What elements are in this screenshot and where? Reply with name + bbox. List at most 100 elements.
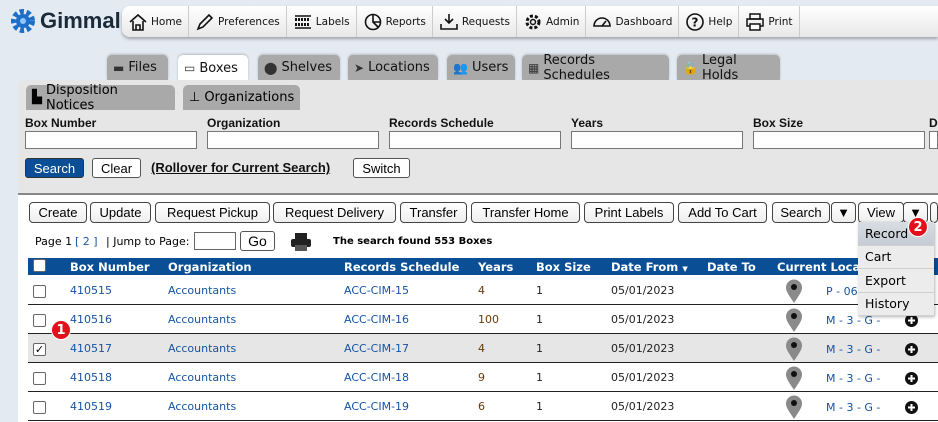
box-number-link[interactable]: 410516 (70, 313, 112, 326)
row-checkbox[interactable] (33, 314, 46, 327)
nav-admin[interactable]: Admin (517, 6, 587, 37)
request-delivery-button[interactable]: Request Delivery (273, 202, 396, 223)
subtab-organizations[interactable]: ⊥ Organizations (183, 85, 300, 110)
plus-circle-icon[interactable] (905, 372, 918, 385)
jump-page-input[interactable] (194, 232, 236, 250)
view-menu-cart[interactable]: Cart (858, 246, 934, 269)
rollover-link[interactable]: (Rollover for Current Search) (151, 160, 331, 175)
location-link[interactable]: M - 3 - G - (826, 343, 881, 356)
tab-boxes[interactable]: ▭ Boxes (178, 55, 248, 81)
nav-home[interactable]: Home (122, 6, 190, 37)
tab-locations[interactable]: ➤ Locations (348, 55, 438, 80)
nav-help[interactable]: ? Help (679, 6, 740, 37)
plus-circle-icon[interactable] (905, 314, 918, 327)
column-header[interactable]: Box Size (536, 260, 591, 274)
page-2-link[interactable]: [ 2 ] (75, 235, 98, 248)
organization-link[interactable]: Accountants (168, 342, 237, 355)
box-number-link[interactable]: 410515 (70, 284, 112, 297)
search-field-5[interactable] (929, 131, 938, 149)
records-schedule-link[interactable]: ACC-CIM-15 (344, 284, 410, 297)
column-header[interactable]: Current Locat (777, 260, 866, 274)
field-label: D (929, 116, 938, 130)
more-button[interactable] (930, 202, 938, 223)
create-button[interactable]: Create (29, 202, 87, 223)
tab-legal-holds[interactable]: 🔒 Legal Holds (677, 53, 780, 83)
tab-shelves[interactable]: ⬤ Shelves (258, 55, 340, 80)
go-button[interactable]: Go (240, 231, 275, 251)
tab-users[interactable]: 👥 Users (447, 55, 515, 80)
tab-files[interactable]: ▬ Files (107, 55, 168, 80)
table-row[interactable] (28, 392, 938, 421)
clear-button[interactable]: Clear (92, 158, 141, 178)
select-all-checkbox[interactable] (33, 259, 46, 272)
update-button[interactable]: Update (90, 202, 151, 223)
nav-requests[interactable]: Requests (433, 6, 517, 37)
search-field-0[interactable] (25, 131, 197, 149)
column-header[interactable]: Date To (707, 260, 756, 274)
users-icon: 👥 (453, 60, 468, 75)
location-link[interactable]: M - 3 - G - (826, 372, 881, 385)
column-header[interactable]: Box Number (70, 260, 150, 274)
location-link[interactable]: P - 06 (826, 285, 858, 298)
box-number-link[interactable]: 410517 (70, 342, 112, 355)
location-link[interactable]: M - 3 - G - (826, 314, 881, 327)
subtab-disposition-notices[interactable]: ▙ Disposition Notices (26, 83, 175, 113)
organization-link[interactable]: Accountants (168, 371, 237, 384)
organization-link[interactable]: Accountants (168, 400, 237, 413)
result-count: The search found 553 Boxes (333, 236, 493, 247)
search-button[interactable]: Search (772, 202, 830, 223)
search-dropdown-arrow[interactable]: ▼ (831, 202, 856, 223)
nav-print[interactable]: Print (739, 6, 800, 37)
search-field-1[interactable] (207, 131, 379, 149)
nav-dashboard[interactable]: Dashboard (586, 6, 680, 37)
row-checkbox[interactable] (33, 372, 46, 385)
table-row[interactable] (28, 276, 938, 305)
nav-reports[interactable]: Reports (357, 6, 433, 37)
plus-circle-icon[interactable] (905, 401, 918, 414)
column-header[interactable]: Years (478, 260, 514, 274)
organization-link[interactable]: Accountants (168, 313, 237, 326)
table-row[interactable] (28, 334, 938, 363)
location-link[interactable]: M - 3 - G - (826, 401, 881, 414)
table-row[interactable] (28, 305, 938, 334)
column-header[interactable]: Date From ▼ (611, 260, 688, 274)
map-pin-icon[interactable] (785, 337, 803, 362)
records-schedule-link[interactable]: ACC-CIM-16 (344, 313, 410, 326)
row-checkbox[interactable]: ✓ (33, 343, 46, 356)
records-schedule-link[interactable]: ACC-CIM-18 (344, 371, 410, 384)
box-number-link[interactable]: 410518 (70, 371, 112, 384)
column-header[interactable]: Records Schedule (344, 260, 460, 274)
records-schedule-link[interactable]: ACC-CIM-19 (344, 400, 410, 413)
map-pin-icon[interactable] (785, 395, 803, 420)
add-to-cart-button[interactable]: Add To Cart (678, 202, 767, 223)
column-header[interactable]: Organization (168, 260, 252, 274)
row-checkbox[interactable] (33, 401, 46, 414)
map-pin-icon[interactable] (785, 308, 803, 333)
tab-records-schedules[interactable]: ▦ Records Schedules (522, 53, 669, 83)
transfer-home-button[interactable]: Transfer Home (471, 202, 580, 223)
box-number-link[interactable]: 410519 (70, 400, 112, 413)
row-checkbox[interactable] (33, 285, 46, 298)
map-pin-icon[interactable] (785, 366, 803, 391)
view-menu-history[interactable]: History (858, 293, 934, 316)
field-label: Box Size (753, 116, 804, 130)
search-field-4[interactable] (753, 131, 925, 149)
table-row[interactable] (28, 363, 938, 392)
request-pickup-button[interactable]: Request Pickup (155, 202, 270, 223)
view-dropdown-menu: Record Cart Export History (858, 222, 934, 316)
nav-preferences[interactable]: Preferences (189, 6, 287, 37)
records-schedule-link[interactable]: ACC-CIM-17 (344, 342, 410, 355)
printer-icon[interactable] (290, 233, 312, 251)
plus-circle-icon[interactable] (905, 343, 918, 356)
print-labels-button[interactable]: Print Labels (584, 202, 674, 223)
search-field-2[interactable] (389, 131, 561, 149)
nav-labels[interactable]: Labels (287, 6, 357, 37)
switch-button[interactable]: Switch (353, 158, 410, 178)
organization-link[interactable]: Accountants (168, 284, 237, 297)
search-field-3[interactable] (571, 131, 743, 149)
view-menu-export[interactable]: Export (858, 269, 934, 293)
search-button[interactable]: Search (25, 158, 84, 178)
map-pin-icon[interactable] (785, 279, 803, 304)
view-button[interactable]: View (858, 202, 904, 223)
transfer-button[interactable]: Transfer (400, 202, 467, 223)
